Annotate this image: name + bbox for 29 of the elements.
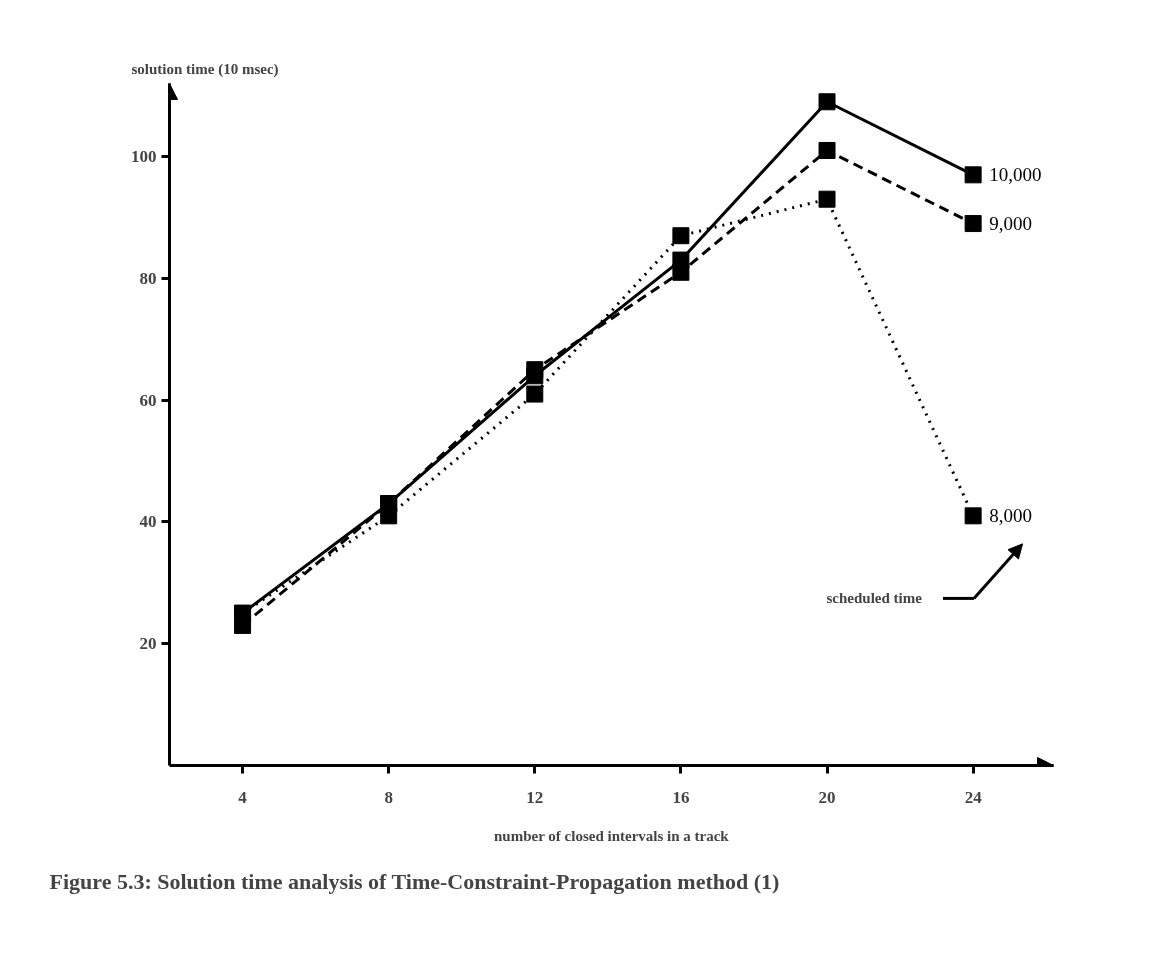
y-tick-label: 100 (131, 147, 157, 167)
point (526, 385, 544, 403)
y-tick-label: 20 (139, 634, 157, 654)
point (380, 507, 398, 525)
x-tick-label: 12 (526, 787, 544, 807)
x-axis-title: number of closed intervals in a track (494, 827, 730, 844)
caption: Figure 5.3: Solution time analysis of Time-Constraint-Propagation method (1) (49, 868, 780, 894)
point (672, 263, 690, 281)
point (964, 215, 982, 233)
point (672, 227, 690, 245)
y-tick-label: 80 (139, 268, 157, 288)
annotation: scheduled time (826, 590, 923, 607)
x-tick-label: 16 (672, 787, 690, 807)
x-tick-label: 24 (964, 787, 983, 807)
series-label: 10,000 (989, 164, 1042, 186)
point (818, 141, 836, 159)
series-label: 9,000 (989, 213, 1032, 235)
x-tick-label: 8 (384, 787, 393, 807)
series-label: 8,000 (989, 505, 1032, 527)
point (526, 361, 544, 379)
x-tick-label: 4 (238, 787, 248, 807)
x-tick-label: 20 (818, 787, 836, 807)
y-tick-label: 40 (139, 512, 157, 532)
point (964, 507, 982, 525)
point (964, 166, 982, 184)
y-axis-title: solution time (10 msec) (131, 60, 279, 78)
point (818, 93, 836, 111)
point (818, 190, 836, 208)
y-tick-label: 60 (139, 390, 157, 410)
